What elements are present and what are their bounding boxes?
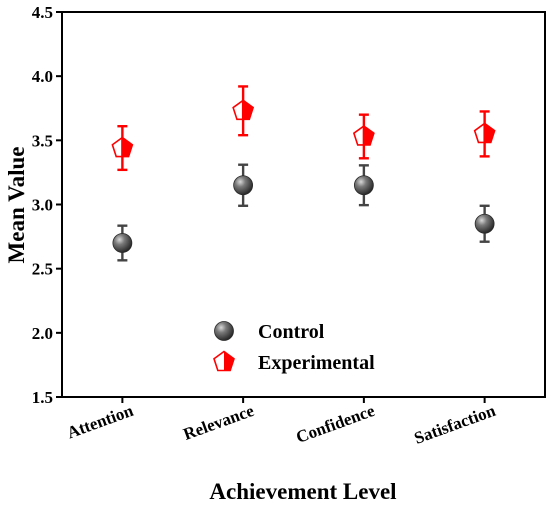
data-point-experimental-attention-outline [111,136,134,158]
y-tick-label: 1.5 [32,388,53,407]
data-point-experimental-satisfaction [473,122,496,144]
x-axis-title: Achievement Level [209,479,396,504]
legend-label-experimental: Experimental [258,352,375,374]
data-point-experimental-confidence [352,124,375,146]
y-tick-label: 2.5 [32,260,53,279]
data-point-experimental-relevance [232,99,255,121]
data-point-control-relevance [233,175,254,196]
legend-marker-control [214,321,234,341]
data-point-control-confidence [353,175,374,196]
legend-marker-experimental [213,350,235,372]
x-tick-label-satisfaction: Satisfaction [412,401,499,448]
data-point-control-attention [112,233,133,253]
y-tick-label: 4.5 [32,3,53,22]
legend: Control Experimental [213,321,375,374]
series-experimental [111,85,496,172]
legend-pentagon-icon [213,350,235,372]
y-tick-label: 2.0 [32,324,53,343]
legend-item-control: Control [214,321,325,343]
series-layer [111,85,496,262]
x-tick-label-confidence: Confidence [294,401,378,447]
x-tick-label-relevance: Relevance [181,401,257,444]
legend-item-experimental: Experimental [213,350,375,374]
data-point-experimental-relevance-outline [232,99,255,121]
y-tick-label: 3.5 [32,131,53,150]
data-point-experimental-confidence-outline [352,124,375,146]
data-point-control-satisfaction [474,213,495,234]
data-point-experimental-attention [111,136,134,158]
y-axis-ticks: 1.5 2.0 2.5 3.0 3.5 4.0 4.5 [32,3,62,407]
y-axis-title: Mean Value [4,147,29,264]
legend-sphere-icon [214,321,234,341]
legend-label-control: Control [258,321,325,343]
x-tick-label-attention: Attention [64,401,136,443]
y-tick-label: 3.0 [32,196,53,215]
legend-pentagon-icon-outline [213,350,235,372]
x-axis-ticks: Attention Relevance Confidence Satisfaction [64,397,499,448]
y-tick-label: 4.0 [32,67,53,86]
data-point-experimental-satisfaction-outline [473,122,496,144]
series-control [112,163,495,262]
